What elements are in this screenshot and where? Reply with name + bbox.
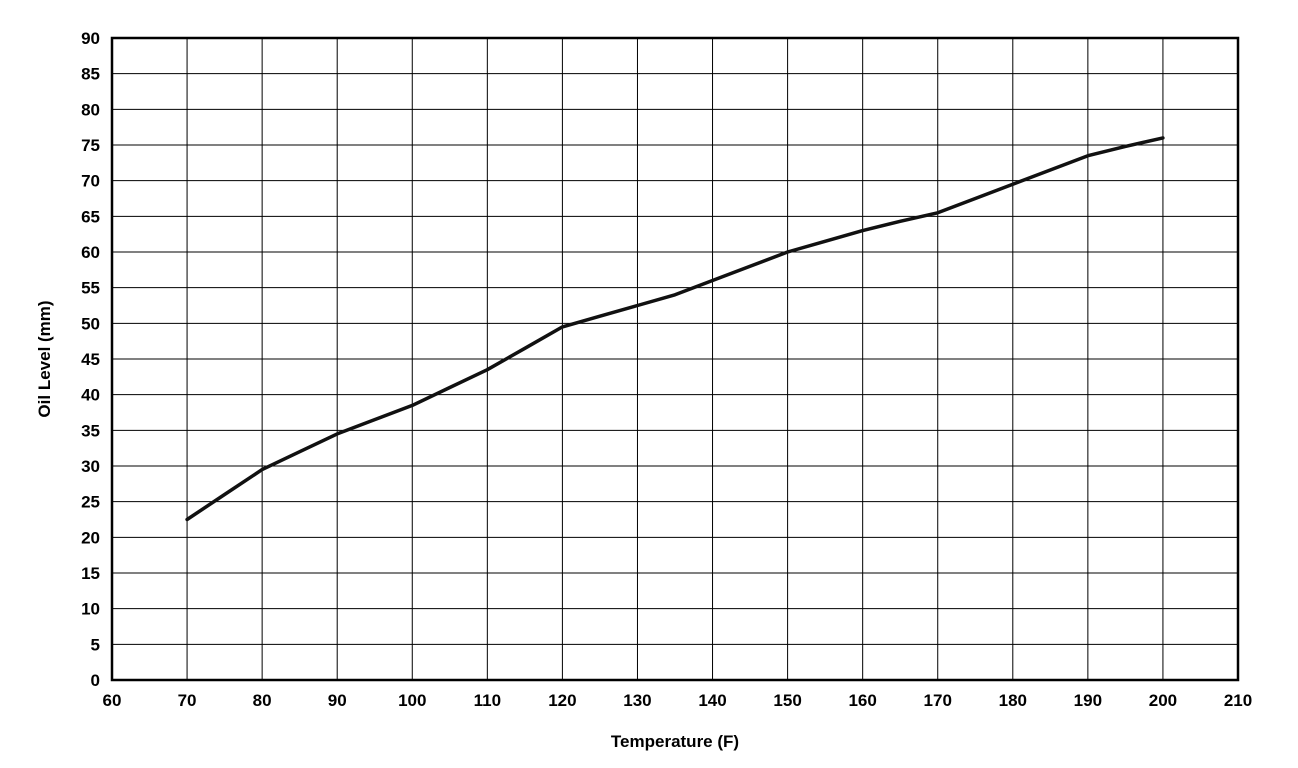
y-tick-label: 75 <box>81 136 100 155</box>
x-tick-label: 90 <box>328 691 347 710</box>
x-tick-label: 150 <box>773 691 801 710</box>
y-tick-label: 30 <box>81 457 100 476</box>
y-tick-label: 65 <box>81 207 100 226</box>
x-tick-label: 190 <box>1074 691 1102 710</box>
y-tick-label: 90 <box>81 29 100 48</box>
x-axis-title: Temperature (F) <box>610 732 740 751</box>
x-tick-label: 110 <box>474 691 501 710</box>
x-tick-label: 70 <box>178 691 197 710</box>
y-tick-label: 50 <box>81 314 100 333</box>
y-tick-label: 0 <box>91 671 100 690</box>
y-tick-label: 60 <box>81 243 100 262</box>
y-tick-label: 5 <box>91 635 100 654</box>
y-axis-title: Oil Level (mm) <box>35 300 54 418</box>
x-tick-label: 170 <box>924 691 952 710</box>
y-tick-label: 25 <box>81 493 100 512</box>
x-tick-label: 80 <box>253 691 272 710</box>
y-tick-label: 45 <box>81 350 100 369</box>
x-tick-label: 200 <box>1149 691 1177 710</box>
x-tick-label: 180 <box>999 691 1027 710</box>
x-tick-label: 60 <box>103 691 122 710</box>
data-line <box>185 136 1165 522</box>
x-tick-label: 120 <box>548 691 576 710</box>
y-tick-label: 35 <box>81 421 100 440</box>
y-tick-label: 40 <box>81 386 100 405</box>
x-tick-label: 210 <box>1224 691 1252 710</box>
y-tick-label: 55 <box>81 279 100 298</box>
y-tick-label: 85 <box>81 65 100 84</box>
y-tick-label: 70 <box>81 172 100 191</box>
x-tick-label: 130 <box>623 691 651 710</box>
y-tick-label: 10 <box>81 600 100 619</box>
plot-border <box>110 36 1240 682</box>
y-tick-label: 15 <box>81 564 100 583</box>
x-tick-label: 160 <box>848 691 876 710</box>
x-tick-label: 140 <box>698 691 726 710</box>
x-tick-label: 100 <box>398 691 426 710</box>
y-tick-label: 20 <box>81 528 100 547</box>
y-tick-label: 80 <box>81 100 100 119</box>
